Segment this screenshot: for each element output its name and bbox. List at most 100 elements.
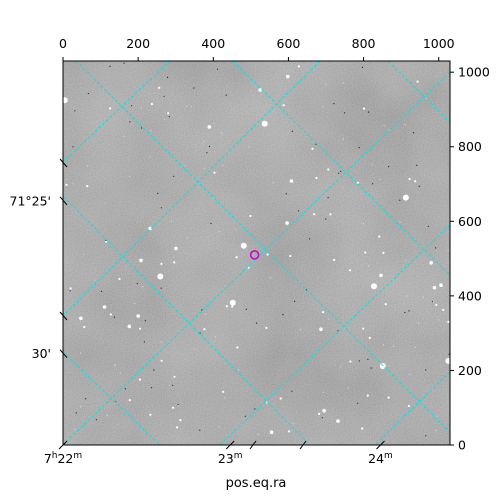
ra-tick <box>225 440 235 450</box>
star <box>172 384 174 386</box>
star <box>404 312 406 314</box>
star <box>203 141 205 143</box>
star <box>298 210 300 212</box>
star <box>210 222 212 224</box>
star <box>235 256 238 259</box>
ra-minor-tick <box>249 440 257 450</box>
star <box>254 408 256 410</box>
star <box>399 199 401 201</box>
star <box>169 384 171 387</box>
star <box>292 423 294 425</box>
star <box>118 277 121 280</box>
star <box>368 336 371 340</box>
star <box>208 145 211 148</box>
star <box>327 168 330 171</box>
star <box>75 412 77 414</box>
star <box>327 318 329 320</box>
ra-tick-label: 24m <box>368 451 393 466</box>
star <box>69 290 71 292</box>
star <box>340 170 342 172</box>
star <box>358 147 360 149</box>
star <box>207 125 212 129</box>
star <box>79 405 81 408</box>
star <box>221 132 223 134</box>
right-tick-label: 200 <box>458 363 482 378</box>
star <box>65 183 68 186</box>
star <box>287 430 291 433</box>
star <box>313 213 316 216</box>
star <box>87 92 89 95</box>
star <box>139 327 142 330</box>
star <box>190 106 192 108</box>
star <box>86 185 89 188</box>
star <box>256 322 258 324</box>
star <box>224 397 226 399</box>
star <box>106 414 109 417</box>
star <box>213 171 216 174</box>
star <box>235 229 237 231</box>
star <box>109 107 112 110</box>
star <box>282 104 285 107</box>
star <box>333 258 336 262</box>
star <box>348 269 352 272</box>
star <box>140 107 142 109</box>
star <box>383 124 385 127</box>
star <box>244 415 246 417</box>
star <box>425 435 427 437</box>
star <box>102 305 107 309</box>
target-marker <box>249 250 260 260</box>
star <box>342 82 345 84</box>
star <box>114 365 116 367</box>
star <box>131 105 133 107</box>
right-pixel-axis: 0 200 400 600 800 1000 <box>450 65 490 453</box>
star <box>119 372 121 374</box>
star <box>371 163 373 165</box>
star <box>427 225 429 227</box>
star <box>237 369 239 371</box>
star <box>435 247 437 249</box>
star <box>148 226 152 231</box>
star <box>321 417 323 419</box>
star <box>372 183 374 185</box>
star <box>447 320 450 323</box>
star <box>245 308 247 310</box>
star <box>329 213 332 216</box>
star <box>66 178 68 180</box>
star <box>422 296 424 298</box>
star <box>72 183 74 185</box>
star <box>177 405 180 407</box>
star <box>269 277 272 279</box>
star <box>445 357 450 364</box>
star <box>123 62 125 64</box>
star <box>72 146 74 148</box>
star <box>325 218 327 220</box>
star <box>79 352 82 354</box>
star <box>379 178 381 180</box>
ra-minor-tick <box>299 440 307 450</box>
star <box>158 86 161 89</box>
star <box>248 146 250 148</box>
star <box>347 387 349 389</box>
star <box>414 346 416 348</box>
star <box>367 265 370 267</box>
dec-tick <box>59 196 68 206</box>
star <box>337 330 339 332</box>
star <box>94 279 96 281</box>
right-tick-label: 0 <box>458 438 466 453</box>
star <box>417 322 419 324</box>
star <box>408 310 410 312</box>
star <box>225 305 228 308</box>
star <box>149 413 152 416</box>
star <box>173 175 175 177</box>
dec-tick-label: 30' <box>32 346 51 361</box>
star <box>322 311 325 314</box>
star <box>343 112 346 114</box>
star <box>164 118 166 120</box>
star <box>436 415 438 417</box>
star <box>105 240 108 243</box>
star <box>308 238 311 240</box>
star <box>149 156 151 158</box>
star <box>370 367 372 369</box>
star <box>249 214 252 218</box>
